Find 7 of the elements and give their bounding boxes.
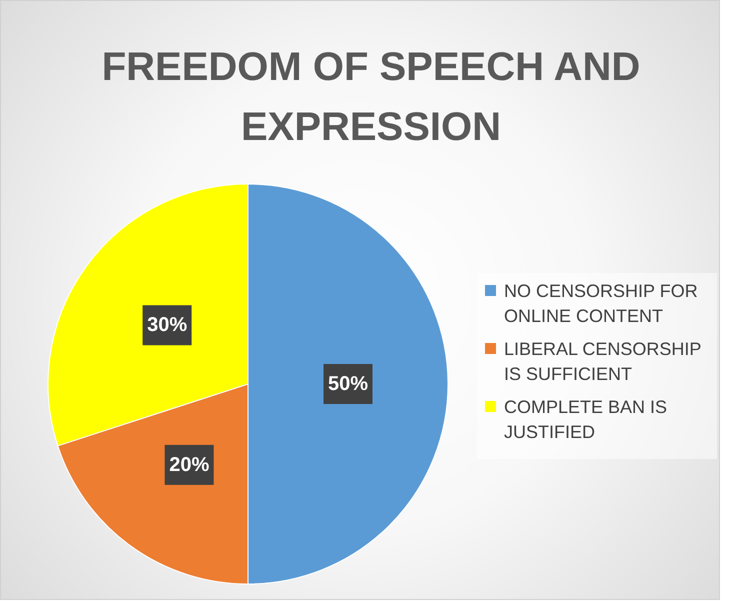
legend-label: LIBERAL CENSORSHIP IS SUFFICIENT — [504, 338, 702, 386]
slice-label: NO CENSORSHIP FOR ONLINE CONTENT — [504, 280, 699, 328]
chart-title: FREEDOM OF SPEECH AND EXPRESSION — [100, 44, 642, 151]
data-label: 30% — [147, 314, 188, 336]
legend-label: COMPLETE BAN IS JUSTIFIED — [504, 396, 668, 444]
data-label: 50% — [328, 373, 368, 395]
data-label: 20% — [169, 454, 210, 476]
